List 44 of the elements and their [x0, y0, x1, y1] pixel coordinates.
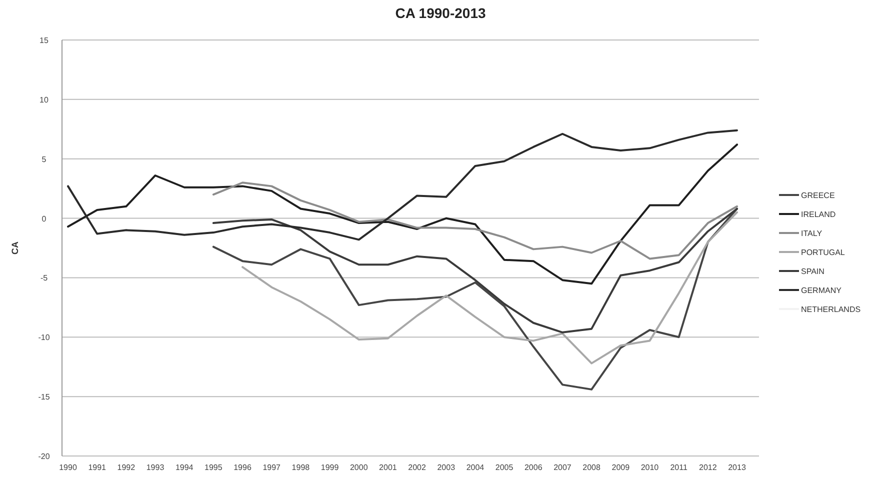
line-series [212, 208, 738, 390]
x-tick-label: 1996 [234, 463, 252, 472]
x-tick-label: 2002 [408, 463, 426, 472]
x-tick-label: 2008 [582, 463, 602, 472]
x-tick-label: 1998 [292, 463, 310, 472]
x-tick-label: 1993 [146, 463, 165, 472]
x-tick-label: 2001 [379, 463, 398, 472]
y-tick-label: -15 [38, 392, 50, 402]
y-tick-label: 0 [42, 214, 47, 224]
chart-title: CA 1990-2013 [395, 5, 486, 21]
y-tick-label: -5 [40, 274, 48, 283]
x-tick-label: 2006 [524, 463, 543, 472]
x-tick-label: 2003 [437, 463, 456, 472]
x-tick-label: 1991 [88, 463, 107, 472]
y-tick-label: 5 [42, 154, 47, 164]
y-tick-label: -20 [38, 452, 50, 461]
line-series [212, 182, 738, 260]
x-tick-label: 1995 [204, 463, 223, 472]
y-tick-label: -10 [38, 333, 50, 342]
x-tick-label: 2009 [612, 463, 630, 472]
legend-label: ITALY [801, 229, 823, 238]
y-axis-title: CA [10, 241, 20, 254]
x-tick-label: 2013 [728, 463, 746, 472]
legend-label: IRELAND [801, 210, 836, 219]
x-tick-label: 2012 [699, 463, 718, 472]
x-tick-label: 1999 [320, 463, 340, 472]
y-tick-label: 15 [40, 36, 49, 45]
x-tick-label: 2010 [640, 463, 660, 472]
x-tick-label: 1990 [59, 463, 78, 472]
x-tick-label: 2005 [495, 463, 514, 472]
legend-label: NETHERLANDS [801, 305, 861, 314]
y-tick-label: 10 [40, 95, 49, 104]
legend-label: GERMANY [801, 286, 842, 295]
x-tick-label: 1994 [175, 463, 194, 472]
legend-label: GREECE [801, 191, 835, 200]
x-tick-label: 2011 [670, 463, 688, 472]
x-tick-label: 2004 [466, 463, 485, 472]
x-tick-label: 1992 [117, 463, 136, 472]
x-tick-label: 1997 [262, 463, 282, 472]
legend-label: SPAIN [801, 267, 825, 276]
x-tick-label: 2007 [554, 463, 572, 472]
line-series [242, 211, 738, 364]
legend-label: PORTUGAL [801, 248, 846, 257]
x-tick-label: 2000 [350, 463, 368, 472]
